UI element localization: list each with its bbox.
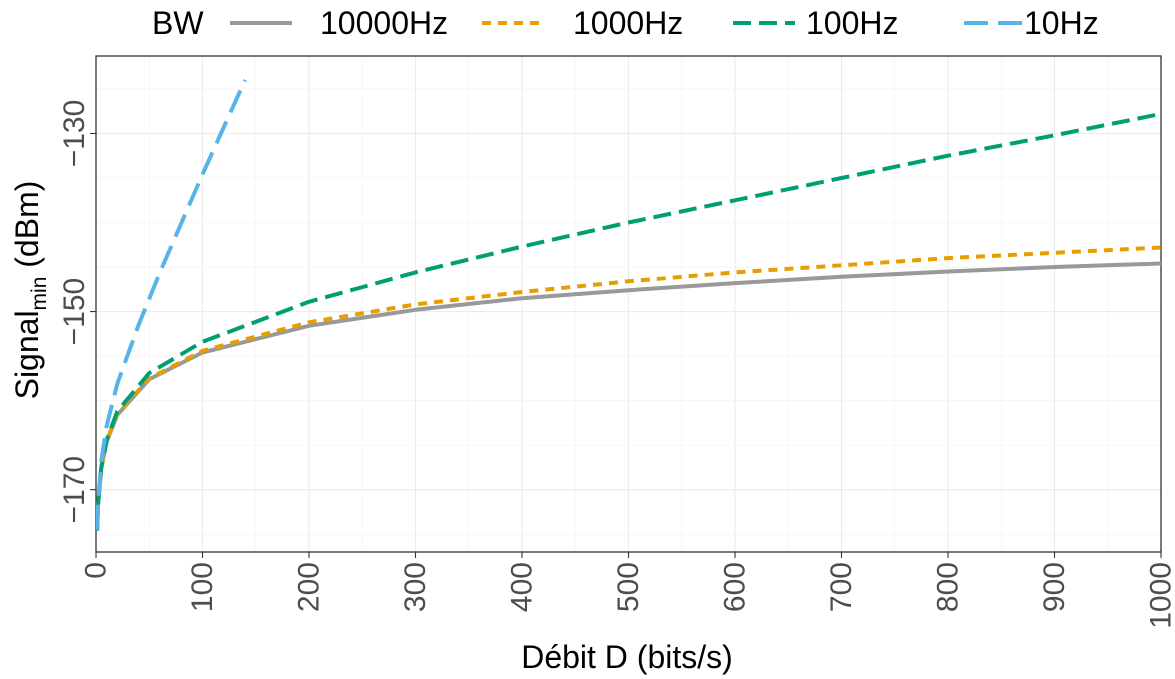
x-tick-label: 100 [186,562,219,612]
y-tick-labels: −170 −150 −130 [58,100,91,524]
y-axis-title: Signalmin (dBm) [9,181,51,400]
legend-title: BW [152,5,204,41]
legend: BW 10000Hz 1000Hz 100Hz 10Hz [152,5,1099,41]
series-line-1000Hz [96,245,1161,531]
y-tick-label: −130 [58,100,91,168]
x-tick-label: 400 [506,562,539,612]
legend-label-10Hz: 10Hz [1024,5,1099,41]
x-tick-label: 700 [825,562,858,612]
y-tick-label: −170 [58,456,91,524]
y-axis-title-unit: (dBm) [9,181,45,277]
x-tick-label: 1000 [1145,562,1175,629]
x-tick-label: 800 [932,562,965,612]
legend-label-100Hz: 100Hz [806,5,899,41]
x-tick-label: 300 [399,562,432,612]
series-lines [96,79,1161,531]
series-line-100Hz [96,111,1161,531]
y-axis-title-main: Signal [9,310,45,399]
axis-ticks [90,132,1162,558]
legend-label-10000Hz: 10000Hz [320,5,448,41]
grid [95,56,1162,552]
x-tick-label: 500 [612,562,645,612]
y-tick-label: −150 [58,278,91,346]
x-tick-label: 600 [719,562,752,612]
x-axis-title: Débit D (bits/s) [521,639,733,675]
x-tick-label: 200 [293,562,326,612]
x-tick-label: 900 [1038,562,1071,612]
series-line-10Hz [96,79,247,530]
legend-label-1000Hz: 1000Hz [573,5,683,41]
x-tick-label: 0 [80,562,113,579]
x-tick-labels: 0 100 200 300 400 500 600 700 800 900 1000 [80,562,1175,629]
y-axis-title-subscript: min [28,277,51,311]
